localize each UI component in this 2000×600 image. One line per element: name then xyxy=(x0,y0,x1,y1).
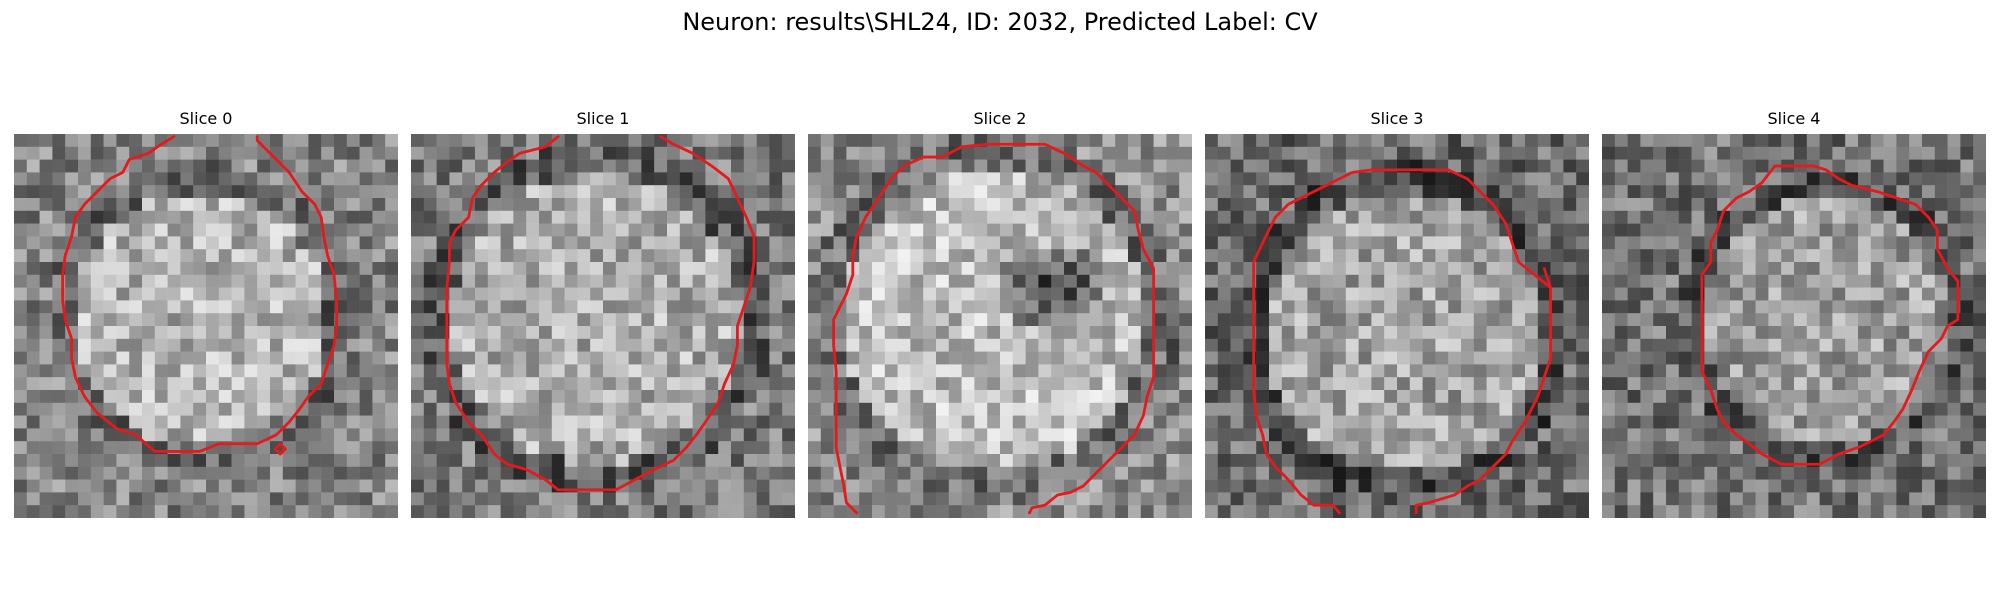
slice-image-2 xyxy=(808,134,1192,518)
slice-title: Slice 3 xyxy=(1370,109,1424,128)
slice-panel-3: Slice 3 xyxy=(1205,106,1589,518)
grayscale-pixel-grid xyxy=(411,134,795,518)
grayscale-pixel-grid xyxy=(808,134,1192,518)
slice-title: Slice 1 xyxy=(576,109,630,128)
figure-title: Neuron: results\SHL24, ID: 2032, Predict… xyxy=(682,8,1318,36)
grayscale-pixel-grid xyxy=(1602,134,1986,518)
grayscale-pixel-grid xyxy=(1205,134,1589,518)
slice-title: Slice 2 xyxy=(973,109,1027,128)
slice-image-3 xyxy=(1205,134,1589,518)
segmentation-contour xyxy=(1252,168,1553,515)
slice-image-1 xyxy=(411,134,795,518)
segmentation-contour xyxy=(1700,164,1960,466)
grayscale-pixel-grid xyxy=(14,134,398,518)
slice-title: Slice 0 xyxy=(179,109,233,128)
segmentation-contour xyxy=(61,135,338,456)
segmentation-contour xyxy=(445,135,756,492)
slice-panel-2: Slice 2 xyxy=(808,106,1192,518)
segmentation-contour xyxy=(832,142,1156,515)
slice-title: Slice 4 xyxy=(1767,109,1821,128)
slice-panel-0: Slice 0 xyxy=(14,106,398,518)
slice-panel-4: Slice 4 xyxy=(1602,106,1986,518)
slice-image-0 xyxy=(14,134,398,518)
slice-image-4 xyxy=(1602,134,1986,518)
slice-panel-1: Slice 1 xyxy=(411,106,795,518)
